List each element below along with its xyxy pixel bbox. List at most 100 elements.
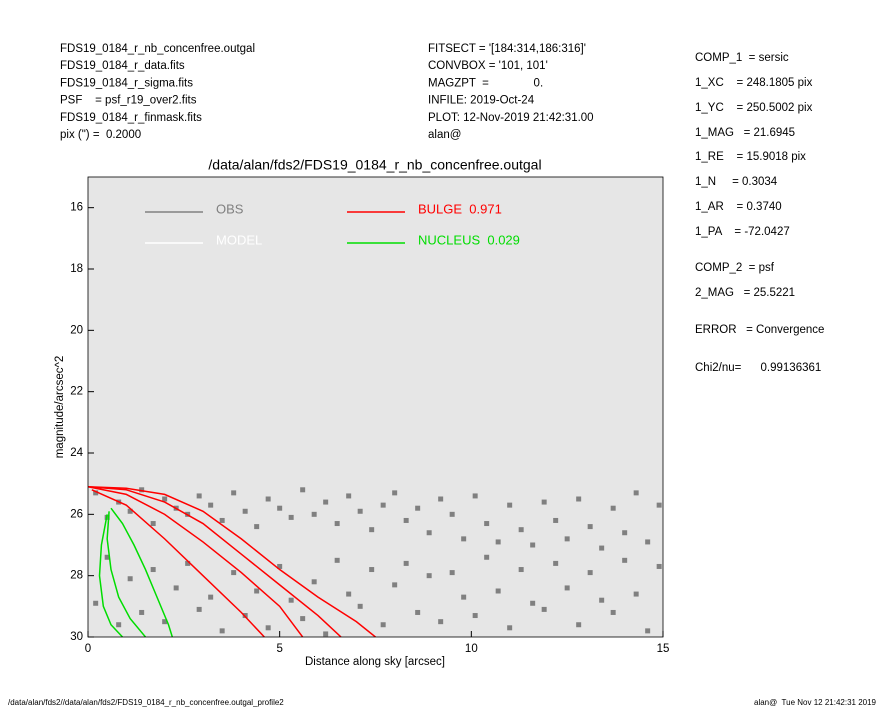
obs-point bbox=[288, 514, 294, 520]
obs-point bbox=[150, 521, 156, 527]
obs-point bbox=[127, 508, 133, 514]
fit-parameter: COMP_1 = sersic bbox=[695, 52, 789, 64]
header-left-line: pix (") = 0.2000 bbox=[60, 129, 141, 141]
fit-parameter: 1_RE = 15.9018 pix bbox=[695, 151, 806, 163]
chart-title: /data/alan/fds2/FDS19_0184_r_nb_concenfr… bbox=[208, 157, 541, 173]
fit-parameter: 1_N = 0.3034 bbox=[695, 176, 778, 188]
legend-label: OBS bbox=[216, 201, 244, 216]
obs-point bbox=[392, 582, 398, 588]
obs-point bbox=[254, 524, 260, 530]
obs-point bbox=[346, 591, 352, 597]
obs-point bbox=[484, 554, 490, 560]
obs-point bbox=[576, 496, 582, 502]
obs-point bbox=[415, 505, 421, 511]
obs-point bbox=[104, 554, 110, 560]
obs-point bbox=[127, 576, 133, 582]
header-left-line: FDS19_0184_r_data.fits bbox=[60, 60, 185, 72]
fit-parameter: ERROR = Convergence bbox=[695, 324, 824, 336]
obs-point bbox=[518, 527, 524, 533]
obs-point bbox=[656, 502, 662, 508]
obs-point bbox=[380, 622, 386, 628]
header-left-line: FDS19_0184_r_nb_concenfree.outgal bbox=[60, 43, 255, 55]
obs-point bbox=[530, 600, 536, 606]
obs-point bbox=[150, 567, 156, 573]
footer-right: alan@ Tue Nov 12 21:42:31 2019 bbox=[754, 698, 877, 707]
obs-point bbox=[334, 521, 340, 527]
header-left-line: PSF = psf_r19_over2.fits bbox=[60, 95, 197, 107]
obs-point bbox=[231, 490, 237, 496]
obs-point bbox=[380, 502, 386, 508]
obs-point bbox=[610, 609, 616, 615]
obs-point bbox=[438, 496, 444, 502]
plot-background bbox=[88, 177, 663, 637]
obs-point bbox=[587, 570, 593, 576]
legend-label: NUCLEUS 0.029 bbox=[418, 232, 520, 247]
obs-point bbox=[449, 570, 455, 576]
model-curve bbox=[91, 489, 265, 637]
obs-point bbox=[518, 567, 524, 573]
obs-point bbox=[541, 606, 547, 612]
obs-point bbox=[311, 579, 317, 585]
fit-parameter: Chi2/nu= 0.99136361 bbox=[695, 362, 821, 374]
obs-point bbox=[415, 609, 421, 615]
y-tick-label: 20 bbox=[70, 324, 83, 336]
obs-point bbox=[507, 625, 513, 631]
obs-point bbox=[185, 560, 191, 566]
obs-point bbox=[93, 490, 99, 496]
obs-point bbox=[139, 609, 145, 615]
model-curve bbox=[88, 485, 376, 637]
y-tick-label: 16 bbox=[70, 202, 83, 214]
model-curve bbox=[110, 507, 174, 637]
fit-parameter: 1_AR = 0.3740 bbox=[695, 201, 782, 213]
model-curve bbox=[88, 485, 304, 637]
header-middle-line: CONVBOX = '101, 101' bbox=[428, 60, 548, 72]
obs-point bbox=[564, 536, 570, 542]
y-tick-label: 18 bbox=[70, 263, 83, 275]
plot-area bbox=[88, 485, 662, 637]
obs-point bbox=[472, 493, 478, 499]
obs-point bbox=[610, 505, 616, 511]
obs-point bbox=[288, 597, 294, 603]
obs-point bbox=[369, 567, 375, 573]
obs-point bbox=[116, 622, 122, 628]
obs-point bbox=[553, 517, 559, 523]
obs-point bbox=[196, 493, 202, 499]
obs-point bbox=[334, 557, 340, 563]
obs-point bbox=[633, 591, 639, 597]
header-middle-line: PLOT: 12-Nov-2019 21:42:31.00 bbox=[428, 112, 594, 124]
obs-point bbox=[541, 499, 547, 505]
y-tick-label: 28 bbox=[70, 570, 83, 582]
obs-point bbox=[507, 502, 513, 508]
obs-point bbox=[576, 622, 582, 628]
obs-point bbox=[311, 511, 317, 517]
obs-point bbox=[323, 499, 329, 505]
x-tick-label: 5 bbox=[276, 643, 282, 655]
y-tick-label: 22 bbox=[70, 386, 83, 398]
fit-parameter: 1_YC = 250.5002 pix bbox=[695, 102, 813, 114]
obs-point bbox=[587, 524, 593, 530]
obs-point bbox=[242, 508, 248, 514]
model-curve bbox=[88, 485, 342, 637]
obs-point bbox=[369, 527, 375, 533]
y-axis-label: magnitude/arcsec^2 bbox=[54, 356, 66, 459]
obs-point bbox=[438, 619, 444, 625]
obs-point bbox=[323, 631, 329, 637]
header-left-line: FDS19_0184_r_sigma.fits bbox=[60, 77, 193, 89]
x-tick-label: 0 bbox=[85, 643, 91, 655]
obs-point bbox=[553, 560, 559, 566]
model-curve bbox=[106, 511, 147, 637]
obs-point bbox=[357, 508, 363, 514]
obs-point bbox=[645, 539, 651, 545]
obs-point bbox=[162, 619, 168, 625]
obs-point bbox=[208, 594, 214, 600]
obs-point bbox=[484, 521, 490, 527]
obs-point bbox=[461, 536, 467, 542]
obs-point bbox=[300, 487, 306, 493]
obs-point bbox=[139, 487, 145, 493]
model-curve bbox=[98, 514, 124, 637]
obs-point bbox=[277, 505, 283, 511]
x-tick-label: 10 bbox=[465, 643, 478, 655]
header-middle-line: MAGZPT = 0. bbox=[428, 77, 543, 89]
fit-parameter: 1_XC = 248.1805 pix bbox=[695, 77, 813, 89]
